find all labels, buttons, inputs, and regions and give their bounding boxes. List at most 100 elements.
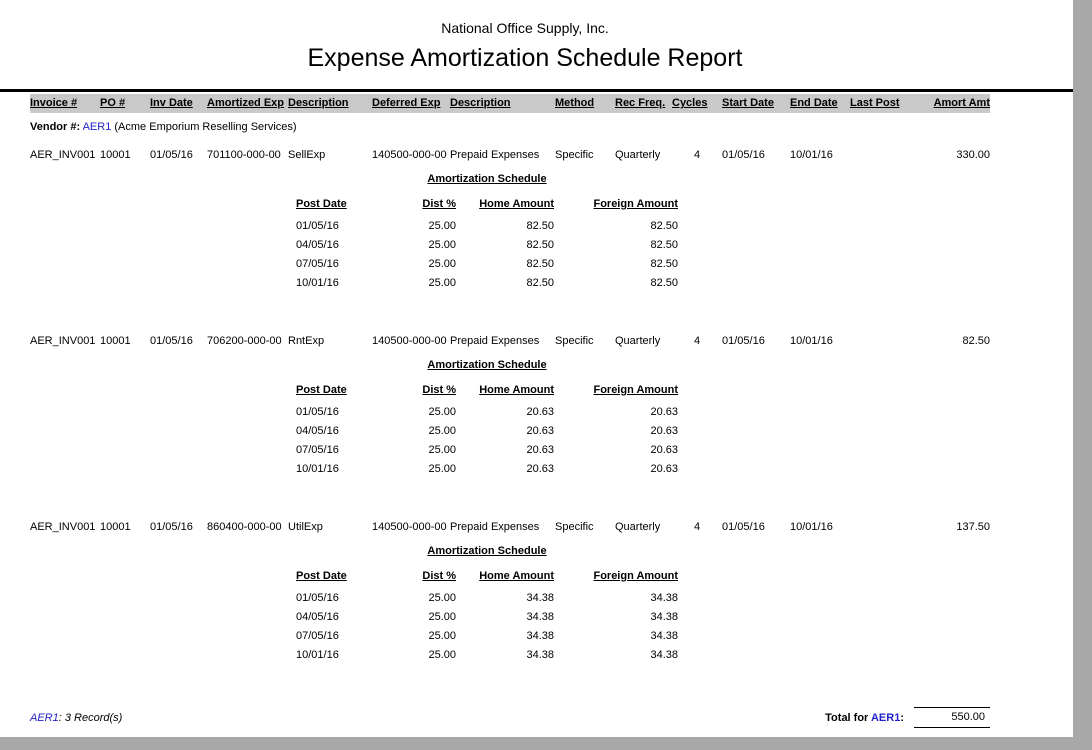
cell-start-date: 01/05/16 (722, 521, 765, 533)
schedule-post-date: 10/01/16 (296, 277, 339, 289)
page-title: Expense Amortization Schedule Report (307, 44, 743, 72)
schedule-row: 10/01/16 25.00 34.38 34.38 (296, 646, 678, 665)
schedule-foreign-amount: 82.50 (650, 277, 678, 289)
schedule-header-row: Post Date Dist % Home Amount Foreign Amo… (296, 198, 678, 211)
vendor-record-count: AER1: 3 Record(s) (30, 712, 122, 724)
invoice-row: AER_INV001 10001 01/05/16 860400-000-00 … (30, 521, 990, 534)
schedule-home-amount: 34.38 (526, 611, 554, 623)
col-rec-freq: Rec Freq. (615, 97, 666, 109)
col-deferred-description: Description (450, 97, 511, 109)
schedule-foreign-amount: 82.50 (650, 258, 678, 270)
schedule-post-date: 04/05/16 (296, 239, 339, 251)
report-body: Invoice # PO # Inv Date Amortized Exp De… (0, 94, 1073, 737)
col-inv-date: Inv Date (150, 97, 193, 109)
cell-inv-date: 01/05/16 (150, 521, 193, 533)
schedule-home-amount: 82.50 (526, 239, 554, 251)
schedule-row: 01/05/16 25.00 82.50 82.50 (296, 217, 678, 236)
schedule-home-amount: 82.50 (526, 258, 554, 270)
vendor-label: Vendor #: (30, 121, 81, 133)
schedule-foreign-amount: 20.63 (650, 425, 678, 437)
cell-deferred-description: Prepaid Expenses (450, 335, 540, 347)
schedule-dist-pct: 25.00 (428, 425, 456, 437)
schedule-title: Amortization Schedule (427, 173, 547, 185)
schedule-dist-pct: 25.00 (428, 444, 456, 456)
schedule-home-amount: 34.38 (526, 630, 554, 642)
schedule-row: 01/05/16 25.00 20.63 20.63 (296, 403, 678, 422)
cell-po-number: 10001 (100, 149, 131, 161)
cell-last-post (850, 521, 930, 534)
cell-amortized-exp: 706200-000-00 (207, 335, 282, 347)
cell-rec-freq: Quarterly (615, 149, 661, 161)
schedule-dist-pct: 25.00 (428, 220, 456, 232)
cell-end-date: 10/01/16 (790, 149, 833, 161)
schedule-col-home-amount: Home Amount (479, 570, 554, 582)
schedule-post-date: 01/05/16 (296, 592, 339, 604)
col-deferred-exp: Deferred Exp (372, 97, 441, 109)
schedule-col-foreign-amount: Foreign Amount (593, 570, 678, 582)
schedule-home-amount: 34.38 (526, 592, 554, 604)
cell-amortized-description: SellExp (288, 149, 326, 161)
cell-amort-amt: 137.50 (956, 521, 990, 533)
schedule-row: 07/05/16 25.00 20.63 20.63 (296, 441, 678, 460)
schedule-header-row: Post Date Dist % Home Amount Foreign Amo… (296, 570, 678, 583)
company-name: National Office Supply, Inc. (441, 20, 609, 36)
cell-amort-amt: 330.00 (956, 149, 990, 161)
cell-rec-freq: Quarterly (615, 521, 661, 533)
schedule-col-foreign-amount: Foreign Amount (593, 384, 678, 396)
cell-amortized-exp: 860400-000-00 (207, 521, 282, 533)
table-header-row: Invoice # PO # Inv Date Amortized Exp De… (30, 94, 990, 113)
amortization-schedule: Amortization Schedule Post Date Dist % H… (296, 545, 678, 665)
schedule-foreign-amount: 34.38 (650, 611, 678, 623)
schedule-post-date: 07/05/16 (296, 258, 339, 270)
invoice-row: AER_INV001 10001 01/05/16 701100-000-00 … (30, 149, 990, 162)
cell-po-number: 10001 (100, 521, 131, 533)
cell-amortized-description: UtilExp (288, 521, 323, 533)
schedule-dist-pct: 25.00 (428, 258, 456, 270)
schedule-row: 10/01/16 25.00 82.50 82.50 (296, 274, 678, 293)
cell-cycles: 4 (693, 149, 701, 161)
schedule-foreign-amount: 34.38 (650, 630, 678, 642)
schedule-foreign-amount: 20.63 (650, 444, 678, 456)
schedule-home-amount: 20.63 (526, 406, 554, 418)
cell-cycles: 4 (693, 335, 701, 347)
schedule-dist-pct: 25.00 (428, 592, 456, 604)
schedule-dist-pct: 25.00 (428, 630, 456, 642)
schedule-dist-pct: 25.00 (428, 611, 456, 623)
amortization-schedule: Amortization Schedule Post Date Dist % H… (296, 173, 678, 293)
cell-inv-date: 01/05/16 (150, 149, 193, 161)
cell-deferred-exp: 140500-000-00 (372, 521, 447, 533)
schedule-col-post-date: Post Date (296, 384, 347, 396)
schedule-col-dist-pct: Dist % (422, 198, 456, 210)
schedule-home-amount: 82.50 (526, 277, 554, 289)
schedule-row: 07/05/16 25.00 82.50 82.50 (296, 255, 678, 274)
invoice-row: AER_INV001 10001 01/05/16 706200-000-00 … (30, 335, 990, 348)
cell-amort-amt: 82.50 (962, 335, 990, 347)
schedule-dist-pct: 25.00 (428, 406, 456, 418)
cell-rec-freq: Quarterly (615, 335, 661, 347)
schedule-home-amount: 34.38 (526, 649, 554, 661)
col-amortized-description: Description (288, 97, 349, 109)
cell-end-date: 10/01/16 (790, 335, 833, 347)
schedule-col-home-amount: Home Amount (479, 384, 554, 396)
schedule-col-home-amount: Home Amount (479, 198, 554, 210)
schedule-row: 07/05/16 25.00 34.38 34.38 (296, 627, 678, 646)
vendor-code: AER1 (82, 121, 112, 133)
col-last-post: Last Post (850, 97, 900, 109)
cell-invoice-number: AER_INV001 (30, 335, 96, 347)
vendor-count-text: : 3 Record(s) (58, 711, 123, 724)
vendor-name: (Acme Emporium Reselling Services) (114, 121, 297, 133)
vendor-total: Total for AER1: 550.00 (825, 707, 990, 728)
schedule-col-dist-pct: Dist % (422, 570, 456, 582)
schedule-title: Amortization Schedule (427, 359, 547, 371)
schedule-row: 04/05/16 25.00 20.63 20.63 (296, 422, 678, 441)
schedule-row: 10/01/16 25.00 20.63 20.63 (296, 460, 678, 479)
cell-cycles: 4 (693, 521, 701, 533)
schedule-post-date: 07/05/16 (296, 444, 339, 456)
cell-deferred-description: Prepaid Expenses (450, 149, 540, 161)
schedule-foreign-amount: 34.38 (650, 649, 678, 661)
cell-deferred-description: Prepaid Expenses (450, 521, 540, 533)
schedule-post-date: 04/05/16 (296, 425, 339, 437)
schedule-row: 04/05/16 25.00 82.50 82.50 (296, 236, 678, 255)
schedule-row: 01/05/16 25.00 34.38 34.38 (296, 589, 678, 608)
schedule-foreign-amount: 82.50 (650, 220, 678, 232)
